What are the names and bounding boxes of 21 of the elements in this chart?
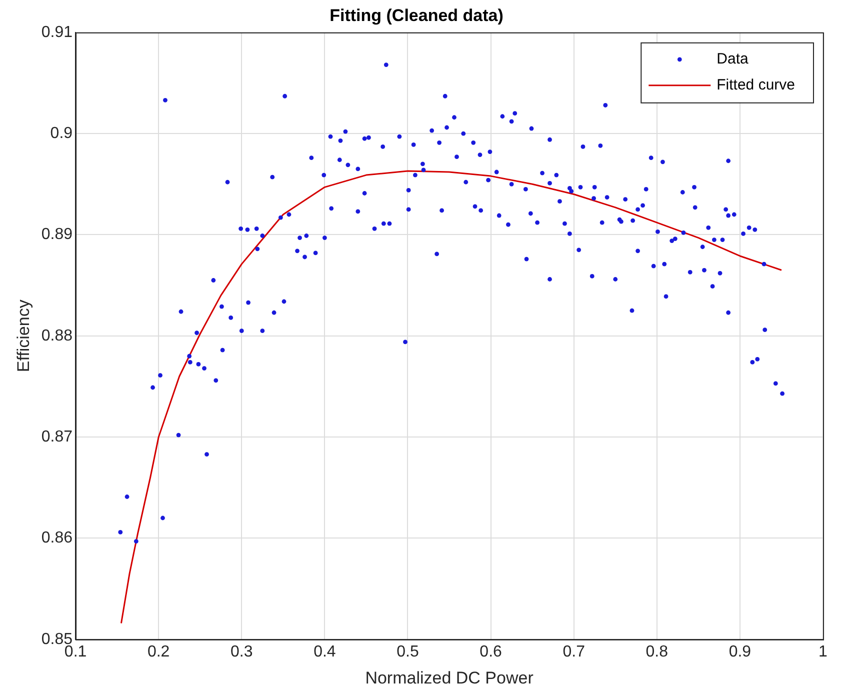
- y-axis-title: Efficiency: [14, 299, 33, 372]
- legend-label: Data: [716, 50, 749, 68]
- x-tick-label: 0.3: [230, 643, 253, 660]
- y-tick-label: 0.88: [41, 327, 73, 344]
- x-axis-title: Normalized DC Power: [365, 668, 534, 688]
- y-tick-label: 0.86: [41, 530, 73, 547]
- x-tick-label: 0.6: [480, 643, 502, 660]
- x-tick-label: 0.7: [562, 643, 586, 660]
- x-tick-label: 0.2: [147, 643, 170, 660]
- x-tick-label: 0.5: [396, 643, 419, 660]
- x-tick-label: 0.4: [314, 643, 336, 660]
- x-tick-label: 0.8: [646, 643, 668, 660]
- x-tick-label: 1: [818, 643, 828, 660]
- y-tick-label: 0.91: [41, 24, 73, 41]
- y-tick-label: 0.9: [50, 124, 73, 142]
- x-tick-label: 0.9: [728, 643, 752, 660]
- x-tick-label: 0.1: [64, 643, 87, 660]
- chart-title: Fitting (Cleaned data): [330, 6, 504, 25]
- y-tick-label: 0.87: [41, 428, 73, 446]
- legend-label: Fitted curve: [716, 76, 796, 94]
- y-tick-label: 0.89: [41, 226, 73, 244]
